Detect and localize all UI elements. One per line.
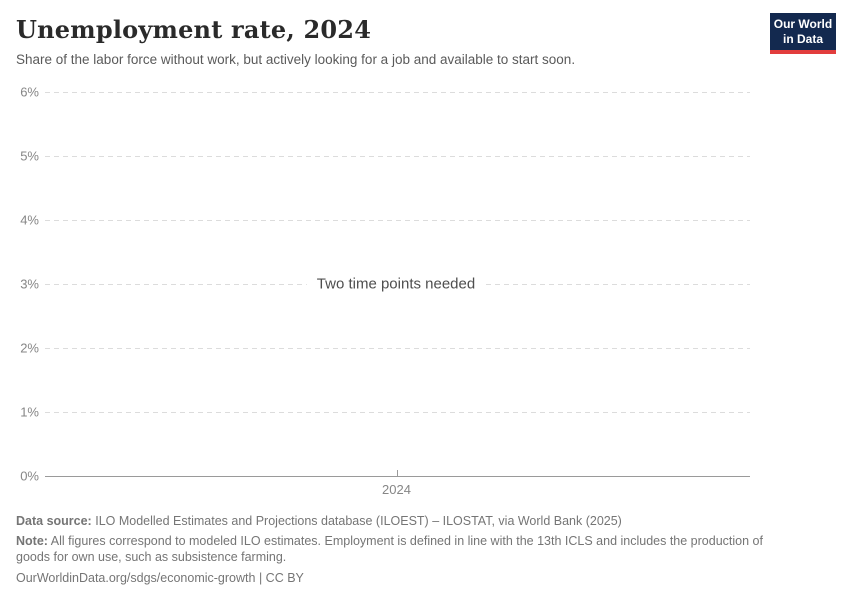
page-title: Unemployment rate, 2024 xyxy=(16,15,372,44)
empty-chart-message: Two time points needed xyxy=(306,272,486,296)
y-gridline xyxy=(45,348,750,349)
y-gridline xyxy=(45,92,750,93)
y-tick-label: 3% xyxy=(20,276,39,292)
y-gridline xyxy=(45,220,750,221)
y-tick-label: 4% xyxy=(20,212,39,228)
y-tick-label: 1% xyxy=(20,404,39,420)
y-tick-label: 5% xyxy=(20,148,39,164)
owid-logo-line1: Our World xyxy=(773,17,833,31)
note-label: Note: xyxy=(16,534,48,548)
chart-footer: Data source: ILO Modelled Estimates and … xyxy=(16,513,800,586)
note-text: All figures correspond to modeled ILO es… xyxy=(16,534,763,564)
license-label: CC BY xyxy=(265,571,304,585)
citation-separator: | xyxy=(258,571,263,585)
x-tick-label: 2024 xyxy=(382,482,411,497)
citation-line: OurWorldinData.org/sdgs/economic-growth … xyxy=(16,570,800,586)
chart-subtitle: Share of the labor force without work, b… xyxy=(16,52,576,67)
y-tick-label: 2% xyxy=(20,340,39,356)
y-tick-label: 6% xyxy=(20,84,39,100)
data-source-label: Data source: xyxy=(16,514,92,528)
y-gridline xyxy=(45,412,750,413)
y-gridline xyxy=(45,156,750,157)
owid-logo[interactable]: Our World in Data xyxy=(770,13,836,54)
owid-logo-line2: in Data xyxy=(782,32,823,46)
data-source-text: ILO Modelled Estimates and Projections d… xyxy=(95,514,622,528)
x-tick-mark xyxy=(396,470,398,476)
x-axis-line xyxy=(45,476,750,477)
note-line: Note: All figures correspond to modeled … xyxy=(16,533,800,565)
y-tick-label: 0% xyxy=(20,468,39,484)
chart-url-link[interactable]: OurWorldinData.org/sdgs/economic-growth xyxy=(16,571,256,585)
data-source-line: Data source: ILO Modelled Estimates and … xyxy=(16,513,800,529)
